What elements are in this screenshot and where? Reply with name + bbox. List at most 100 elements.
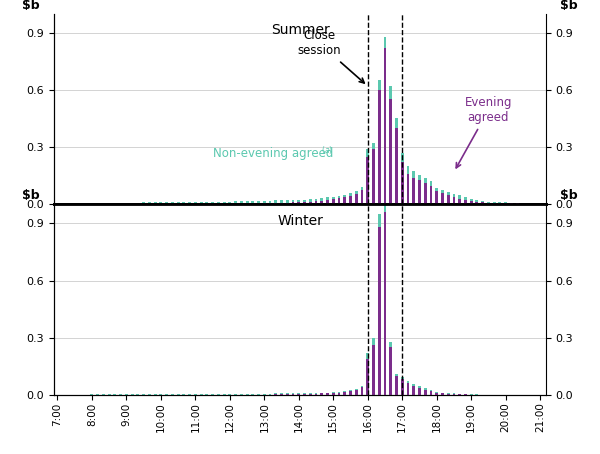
Bar <box>91 203 94 204</box>
Bar <box>395 118 398 204</box>
Bar <box>372 143 375 204</box>
Bar <box>418 386 421 395</box>
Bar <box>125 394 128 395</box>
Bar <box>367 353 369 395</box>
Bar <box>464 197 467 204</box>
Bar <box>119 394 122 395</box>
Bar <box>424 390 427 395</box>
Bar <box>372 149 375 204</box>
Bar <box>464 200 467 204</box>
Bar <box>182 394 185 395</box>
Text: $^{(a)}$: $^{(a)}$ <box>321 147 334 157</box>
Bar <box>435 393 438 395</box>
Bar <box>430 391 433 395</box>
Bar <box>332 392 335 395</box>
Bar <box>441 393 444 395</box>
Bar <box>274 394 277 395</box>
Bar <box>435 392 438 395</box>
Bar <box>395 128 398 204</box>
Bar <box>182 202 185 204</box>
Bar <box>395 376 398 395</box>
Bar <box>148 202 151 204</box>
Bar <box>338 392 340 395</box>
Bar <box>298 202 300 204</box>
Bar <box>320 394 323 395</box>
Bar <box>395 374 398 395</box>
Bar <box>314 201 317 204</box>
Bar <box>96 203 99 204</box>
Bar <box>516 203 518 204</box>
Bar <box>430 182 433 204</box>
Bar <box>286 203 289 204</box>
Bar <box>338 393 340 395</box>
Bar <box>430 186 433 204</box>
Bar <box>314 394 317 395</box>
Bar <box>367 149 369 204</box>
Bar <box>361 190 364 204</box>
Bar <box>504 203 507 204</box>
Bar <box>458 394 461 395</box>
Bar <box>378 90 380 204</box>
Bar <box>447 192 449 204</box>
Bar <box>188 394 191 395</box>
Bar <box>372 345 375 395</box>
Bar <box>343 391 346 395</box>
Bar <box>125 203 128 204</box>
Bar <box>430 390 433 395</box>
Bar <box>481 202 484 204</box>
Bar <box>361 387 364 395</box>
Text: $b: $b <box>560 0 578 12</box>
Bar <box>142 394 145 395</box>
Bar <box>274 201 277 204</box>
Bar <box>435 188 438 204</box>
Bar <box>292 200 295 204</box>
Bar <box>131 203 134 204</box>
Bar <box>510 203 513 204</box>
Bar <box>378 214 380 395</box>
Bar <box>504 202 507 204</box>
Text: $b: $b <box>560 189 578 202</box>
Bar <box>452 194 455 204</box>
Bar <box>298 394 300 395</box>
Bar <box>487 202 490 204</box>
Bar <box>269 394 271 395</box>
Bar <box>378 227 380 395</box>
Bar <box>119 203 122 204</box>
Bar <box>309 202 312 204</box>
Bar <box>280 394 283 395</box>
Bar <box>470 199 473 204</box>
Bar <box>349 193 352 204</box>
Bar <box>309 394 312 395</box>
Bar <box>389 347 392 395</box>
Bar <box>493 202 496 204</box>
Bar <box>435 191 438 204</box>
Bar <box>292 394 295 395</box>
Bar <box>389 341 392 395</box>
Bar <box>361 386 364 395</box>
Bar <box>378 80 380 204</box>
Bar <box>223 202 226 204</box>
Bar <box>160 394 163 395</box>
Bar <box>263 203 266 204</box>
Bar <box>102 394 105 395</box>
Bar <box>343 195 346 204</box>
Bar <box>343 392 346 395</box>
Bar <box>458 195 461 204</box>
Bar <box>148 394 151 395</box>
Bar <box>383 36 386 204</box>
Bar <box>458 394 461 395</box>
Bar <box>257 394 260 395</box>
Bar <box>229 394 231 395</box>
Bar <box>245 394 248 395</box>
Bar <box>200 394 203 395</box>
Bar <box>142 202 145 204</box>
Bar <box>91 394 94 395</box>
Bar <box>383 204 386 395</box>
Bar <box>234 394 237 395</box>
Bar <box>493 203 496 204</box>
Bar <box>361 187 364 204</box>
Bar <box>412 385 415 395</box>
Bar <box>298 199 300 204</box>
Text: $b: $b <box>22 0 40 12</box>
Bar <box>251 202 254 204</box>
